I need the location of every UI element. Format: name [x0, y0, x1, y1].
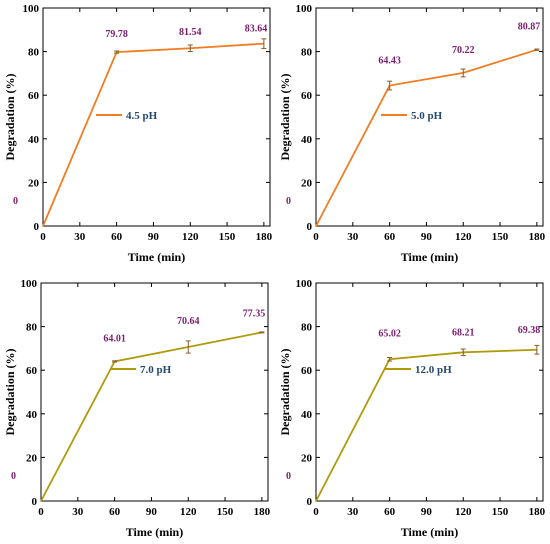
data-label: 83.64 [245, 24, 268, 35]
y-tick-label: 100 [23, 3, 40, 15]
data-label: 64.01 [103, 333, 126, 344]
data-label: 0 [286, 196, 291, 207]
x-tick-label: 120 [455, 506, 472, 518]
x-tick-label: 60 [384, 231, 396, 243]
y-tick-label: 20 [301, 177, 313, 189]
plot-frame [315, 7, 544, 227]
x-tick-label: 60 [109, 506, 121, 518]
y-tick-label: 0 [34, 221, 40, 233]
y-tick-label: 0 [32, 496, 38, 508]
data-label: 0 [11, 471, 16, 482]
x-tick-label: 90 [421, 231, 433, 243]
x-tick-label: 180 [529, 506, 546, 518]
y-axis-title: Degradation (%) [3, 349, 17, 436]
x-tick-label: 180 [256, 231, 273, 243]
y-axis-title: Degradation (%) [3, 74, 17, 161]
y-tick-label: 60 [26, 365, 38, 377]
data-label: 68.21 [452, 327, 475, 338]
chart-panel-3: 0 20 40 60 80 100 0 30 60 90 120 150 180 Time (min) De… [3, 278, 271, 539]
x-tick-label: 180 [254, 506, 271, 518]
chart-panel-2: 0 20 40 60 80 100 0 30 60 90 120 150 180 Time (min) De… [278, 3, 546, 264]
y-axis-title: Degradation (%) [278, 349, 292, 436]
y-tick-label: 40 [301, 134, 313, 146]
y-axis-title: Degradation (%) [278, 74, 292, 161]
x-tick-label: 120 [182, 231, 199, 243]
data-label: 70.22 [452, 45, 475, 56]
x-tick-label: 30 [72, 506, 84, 518]
data-label: 70.64 [177, 316, 200, 327]
y-tick-label: 20 [28, 177, 40, 189]
x-tick-label: 180 [529, 231, 546, 243]
legend-label: 4.5 pH [126, 110, 158, 122]
data-label: 64.43 [378, 56, 401, 67]
data-label: 0 [13, 196, 18, 207]
x-axis-title: Time (min) [401, 250, 458, 264]
y-tick-label: 20 [26, 452, 38, 464]
x-tick-label: 120 [455, 231, 472, 243]
x-tick-label: 0 [313, 231, 319, 243]
chart-panel-4: 0 20 40 60 80 100 0 30 60 90 120 150 180 Time (min) De… [278, 278, 546, 539]
data-label: 65.02 [378, 328, 401, 339]
series-line [315, 48, 538, 227]
y-tick-label: 60 [301, 90, 313, 102]
y-tick-label: 80 [28, 47, 40, 59]
y-tick-label: 0 [307, 221, 313, 233]
data-label: 79.78 [105, 29, 128, 40]
x-tick-label: 0 [38, 506, 44, 518]
y-tick-label: 40 [28, 134, 40, 146]
data-label: 0 [286, 471, 291, 482]
x-tick-label: 0 [313, 506, 319, 518]
y-tick-label: 0 [307, 496, 313, 508]
y-tick-label: 60 [301, 365, 313, 377]
x-tick-label: 120 [180, 506, 197, 518]
x-tick-label: 90 [421, 506, 433, 518]
plot-frame [315, 282, 544, 502]
x-tick-label: 90 [146, 506, 158, 518]
legend-label: 12.0 pH [415, 364, 452, 376]
plot-frame [40, 282, 269, 502]
x-tick-label: 150 [492, 506, 509, 518]
series-line [40, 331, 263, 502]
x-tick-label: 30 [347, 506, 359, 518]
x-tick-label: 60 [111, 231, 123, 243]
x-axis-title: Time (min) [128, 250, 185, 264]
x-axis-title: Time (min) [401, 525, 458, 539]
x-tick-label: 60 [384, 506, 396, 518]
x-tick-label: 150 [492, 231, 509, 243]
y-tick-label: 80 [301, 47, 313, 59]
y-tick-label: 20 [301, 452, 313, 464]
plot-frame [42, 7, 271, 227]
y-tick-label: 60 [28, 90, 40, 102]
legend-label: 5.0 pH [411, 110, 443, 122]
y-tick-label: 80 [301, 322, 313, 334]
data-label: 77.35 [243, 308, 266, 319]
data-label: 81.54 [179, 27, 202, 38]
series-line [315, 348, 537, 502]
y-tick-label: 40 [301, 409, 313, 421]
data-label: 69.38 [518, 325, 541, 336]
y-tick-label: 100 [21, 278, 38, 290]
data-label: 80.87 [518, 22, 541, 33]
series-line [42, 42, 264, 227]
x-tick-label: 150 [219, 231, 236, 243]
x-tick-label: 30 [347, 231, 359, 243]
y-tick-label: 100 [296, 3, 313, 15]
x-tick-label: 90 [148, 231, 160, 243]
y-tick-label: 40 [26, 409, 38, 421]
x-tick-label: 30 [74, 231, 86, 243]
x-tick-label: 0 [40, 231, 46, 243]
x-axis-title: Time (min) [126, 525, 183, 539]
x-tick-label: 150 [217, 506, 234, 518]
y-tick-label: 100 [296, 278, 313, 290]
chart-panel-1: 0 20 40 60 80 100 0 30 60 90 120 150 180 Time (min) De… [3, 3, 273, 264]
legend-label: 7.0 pH [140, 364, 172, 376]
y-tick-label: 80 [26, 322, 38, 334]
